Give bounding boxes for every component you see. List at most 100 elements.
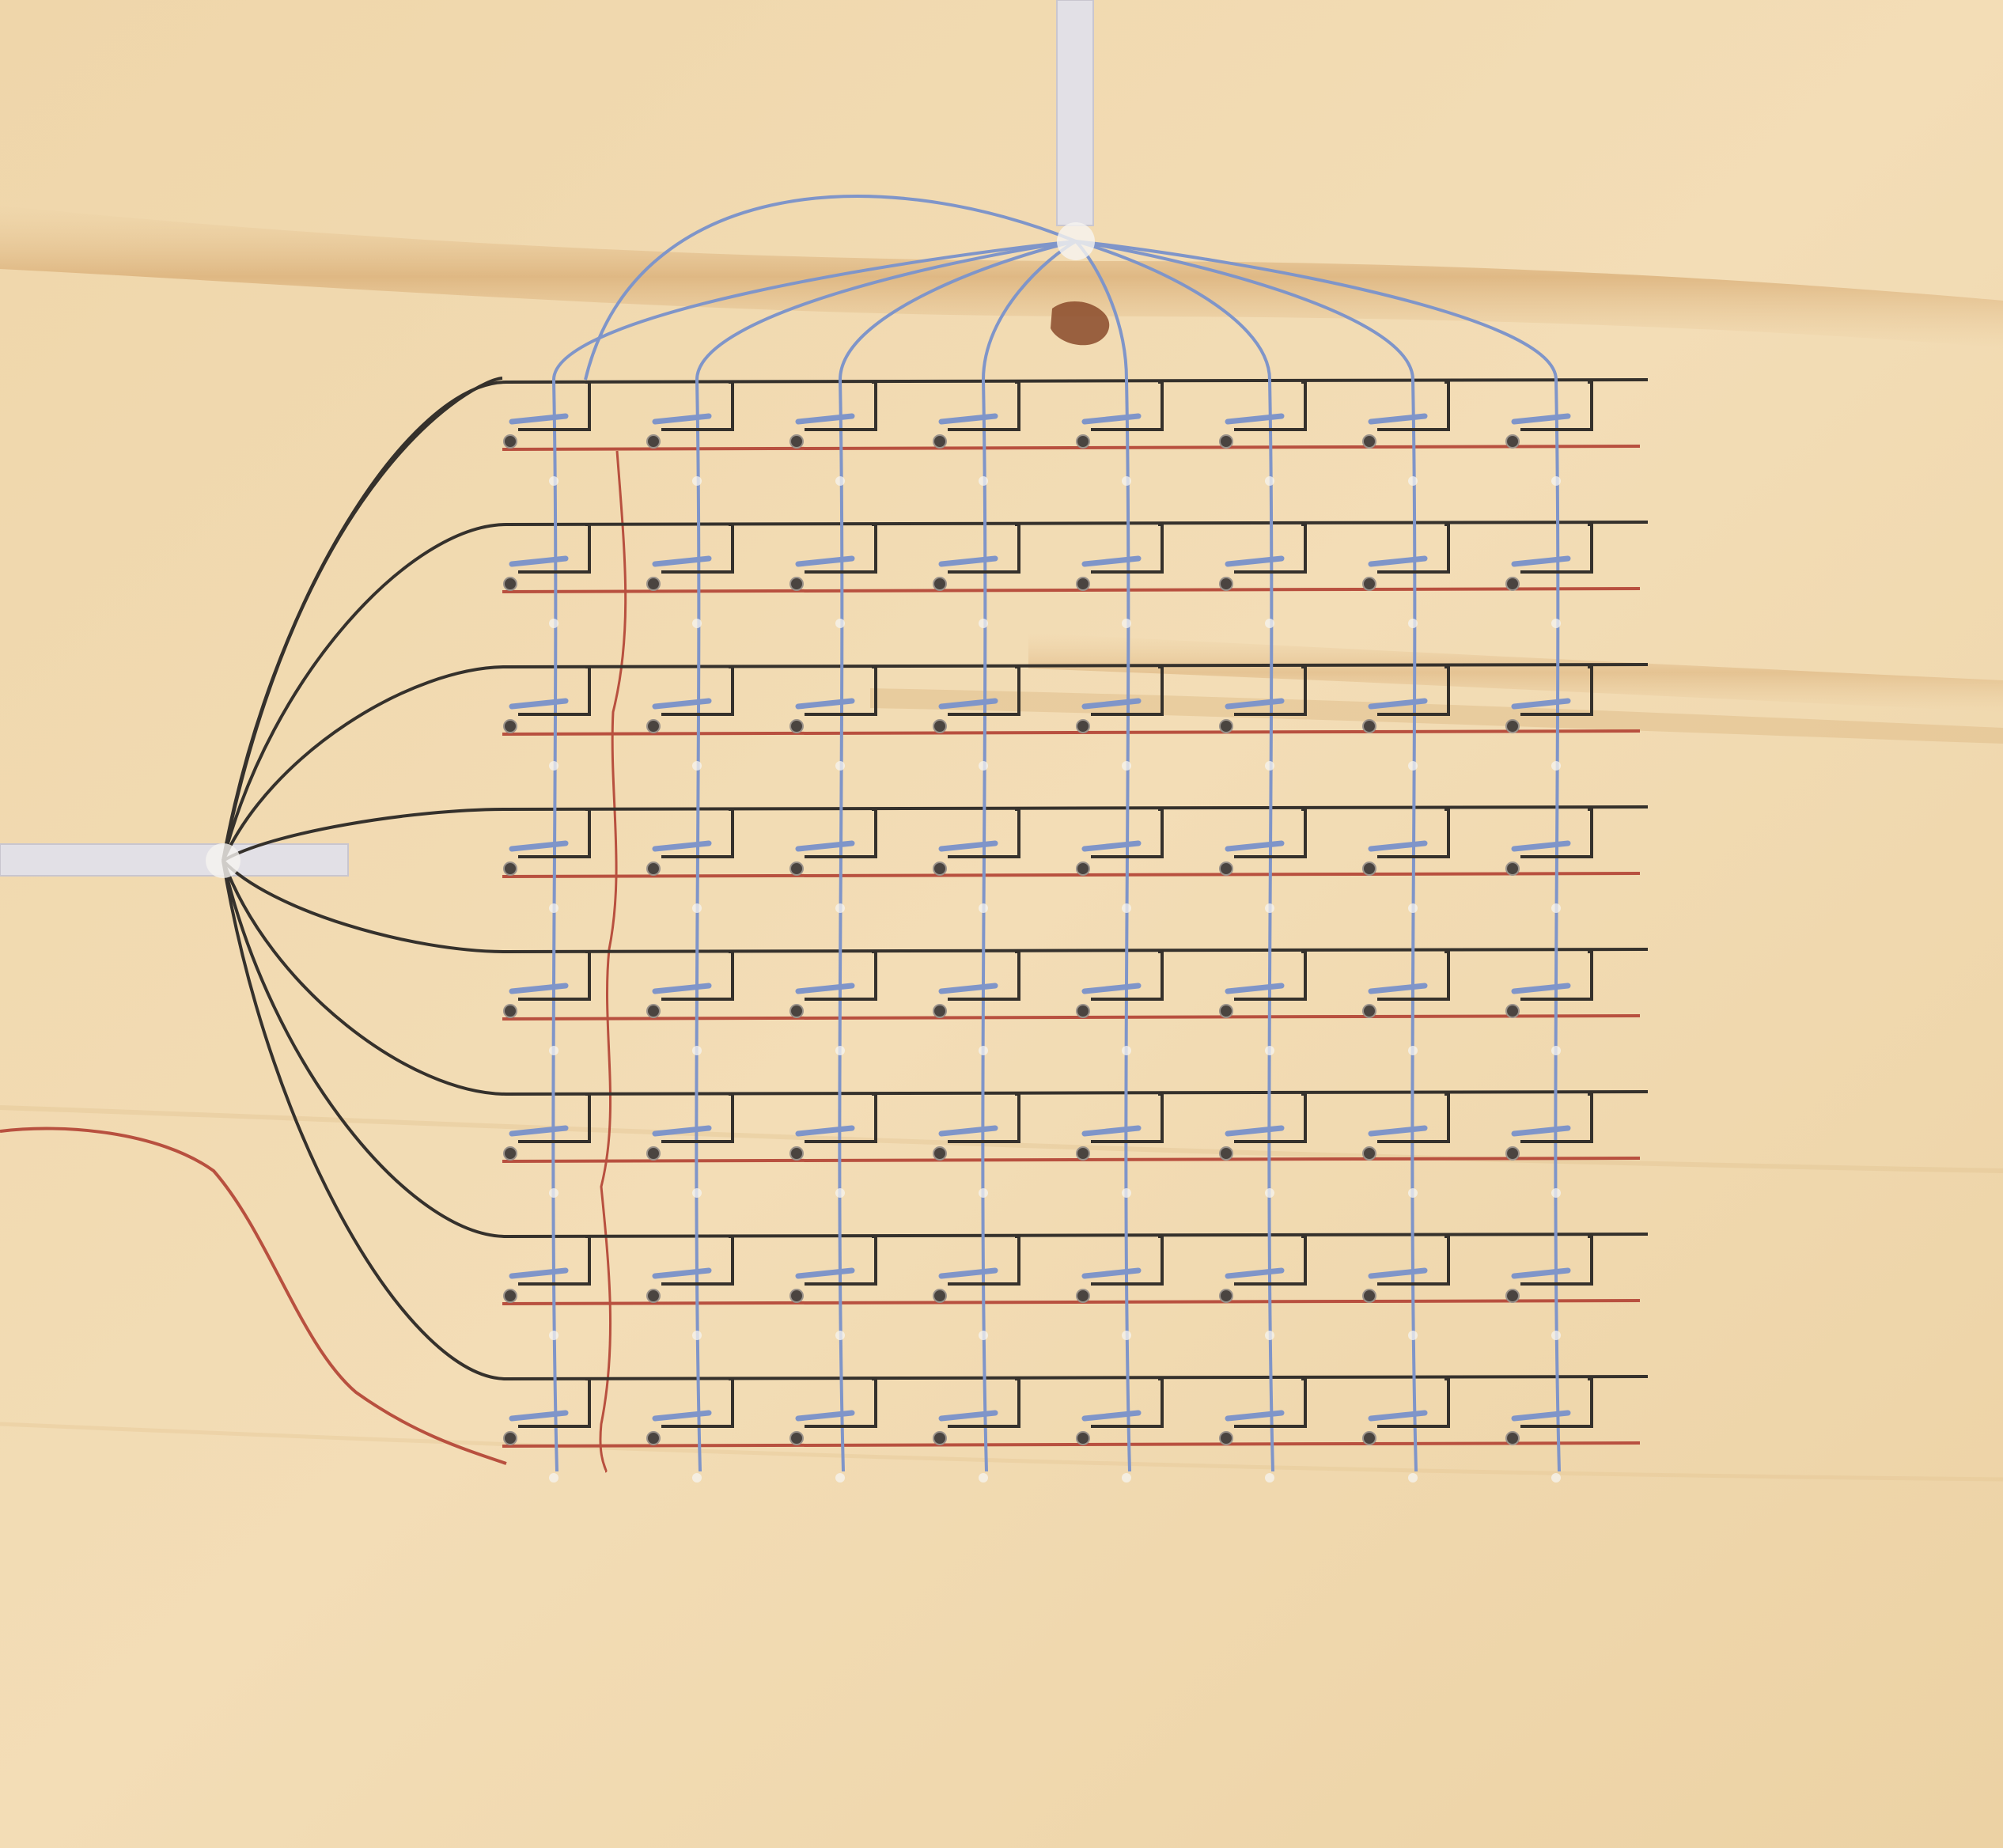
glue-dot bbox=[1265, 1331, 1274, 1340]
glue-dot bbox=[1122, 903, 1131, 913]
glue-dot bbox=[1265, 476, 1274, 486]
led-hole bbox=[933, 719, 947, 733]
glue-dot bbox=[692, 1331, 702, 1340]
led-cell bbox=[503, 381, 591, 449]
led-blue-lead bbox=[652, 1125, 712, 1137]
led-hole bbox=[503, 434, 517, 449]
blue-fan-wire bbox=[1075, 240, 1414, 381]
led-black-lead bbox=[518, 950, 591, 1001]
led-hole bbox=[646, 1004, 661, 1018]
led-cell bbox=[1505, 1235, 1593, 1303]
led-cell bbox=[789, 1235, 877, 1303]
led-cell bbox=[1076, 665, 1164, 733]
glue-dot bbox=[692, 1188, 702, 1198]
glue-dot bbox=[692, 476, 702, 486]
led-hole bbox=[646, 1146, 661, 1161]
led-cell bbox=[646, 523, 734, 591]
blue-wires bbox=[551, 195, 1561, 1472]
led-blue-lead bbox=[1368, 413, 1428, 425]
led-cell bbox=[1362, 665, 1450, 733]
led-hole bbox=[933, 1431, 947, 1445]
led-hole bbox=[1362, 1289, 1376, 1303]
glue-dot bbox=[979, 1046, 988, 1055]
led-blue-lead bbox=[795, 698, 855, 710]
led-cell bbox=[789, 808, 877, 876]
led-hole bbox=[789, 1004, 804, 1018]
blue-column-wire bbox=[1124, 379, 1131, 1472]
led-blue-lead bbox=[1081, 698, 1142, 710]
led-cell bbox=[1505, 1093, 1593, 1161]
led-cell bbox=[1362, 950, 1450, 1018]
led-hole bbox=[789, 862, 804, 876]
led-cell bbox=[503, 950, 591, 1018]
glue-dot bbox=[692, 903, 702, 913]
led-hole bbox=[1362, 719, 1376, 733]
glue-dot bbox=[692, 1046, 702, 1055]
led-hole bbox=[503, 1289, 517, 1303]
led-black-lead bbox=[948, 1235, 1020, 1286]
glue-dot bbox=[1122, 1188, 1131, 1198]
glue-dot bbox=[1408, 1331, 1418, 1340]
led-blue-lead bbox=[1225, 1125, 1285, 1137]
led-cell bbox=[503, 1093, 591, 1161]
led-cell bbox=[789, 665, 877, 733]
led-hole bbox=[1219, 719, 1233, 733]
led-cell bbox=[1362, 523, 1450, 591]
glue-dots bbox=[206, 222, 1561, 1483]
led-hole bbox=[1076, 1289, 1090, 1303]
blue-fan-wire bbox=[552, 240, 1077, 381]
led-blue-lead bbox=[1511, 698, 1571, 710]
glue-dot bbox=[1122, 1331, 1131, 1340]
led-hole bbox=[933, 434, 947, 449]
led-hole bbox=[1076, 434, 1090, 449]
glue-dot bbox=[549, 1188, 558, 1198]
led-blue-lead bbox=[652, 413, 712, 425]
led-hole bbox=[1362, 1004, 1376, 1018]
led-hole bbox=[789, 577, 804, 591]
led-blue-lead bbox=[509, 840, 569, 852]
led-cell bbox=[789, 950, 877, 1018]
led-black-lead bbox=[661, 950, 734, 1001]
led-hole bbox=[1219, 1004, 1233, 1018]
led-black-lead bbox=[1234, 808, 1307, 858]
black-fan-wire bbox=[222, 860, 507, 1096]
led-hole bbox=[933, 1004, 947, 1018]
led-hole bbox=[1505, 1289, 1520, 1303]
led-grid bbox=[503, 381, 1593, 1445]
glue-dot bbox=[835, 476, 845, 486]
ribbon-cable-left bbox=[0, 843, 349, 877]
led-cell bbox=[1362, 1377, 1450, 1445]
blue-outer-wire bbox=[584, 195, 1077, 381]
blue-column-wire bbox=[695, 379, 702, 1472]
led-hole bbox=[933, 1289, 947, 1303]
led-black-lead bbox=[805, 950, 877, 1001]
led-blue-lead bbox=[1081, 555, 1142, 567]
led-hole bbox=[1505, 577, 1520, 591]
led-blue-lead bbox=[1368, 840, 1428, 852]
glue-dot bbox=[979, 1473, 988, 1483]
led-black-lead bbox=[805, 808, 877, 858]
led-hole bbox=[1362, 577, 1376, 591]
led-blue-lead bbox=[1511, 1410, 1571, 1422]
led-black-lead bbox=[805, 523, 877, 574]
led-blue-lead bbox=[652, 1267, 712, 1279]
led-black-lead bbox=[1091, 950, 1164, 1001]
blue-column-wire bbox=[551, 379, 558, 1472]
led-cell bbox=[646, 1235, 734, 1303]
glue-dot bbox=[1265, 619, 1274, 628]
led-hole bbox=[1219, 577, 1233, 591]
glue-dot bbox=[692, 619, 702, 628]
led-hole bbox=[933, 1146, 947, 1161]
led-black-lead bbox=[518, 381, 591, 431]
led-hole bbox=[789, 719, 804, 733]
glue-dot bbox=[1265, 761, 1274, 771]
led-black-lead bbox=[518, 1235, 591, 1286]
led-hole bbox=[1505, 1146, 1520, 1161]
led-black-lead bbox=[948, 950, 1020, 1001]
led-cell bbox=[933, 950, 1020, 1018]
led-black-lead bbox=[1091, 523, 1164, 574]
glue-dot bbox=[549, 1331, 558, 1340]
led-blue-lead bbox=[1511, 413, 1571, 425]
led-black-lead bbox=[518, 523, 591, 574]
led-black-lead bbox=[661, 1377, 734, 1428]
